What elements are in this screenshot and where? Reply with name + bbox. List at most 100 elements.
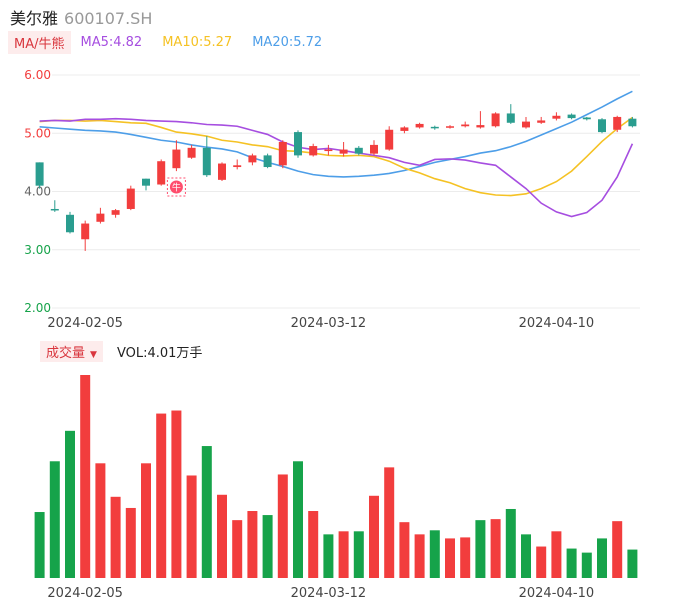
volume-bar	[521, 534, 531, 578]
candle-body	[567, 114, 576, 119]
volume-bar	[581, 552, 592, 578]
volume-bar	[505, 508, 516, 578]
ma-legend: MA/牛熊 MA5:4.82 MA10:5.27 MA20:5.72	[8, 30, 342, 54]
ma10-line	[39, 116, 633, 197]
volume-bar	[460, 537, 471, 578]
candle	[370, 140, 378, 156]
candle	[35, 162, 44, 189]
candle	[96, 207, 105, 224]
candle	[552, 112, 561, 121]
date-tick-label: 2024-02-05	[47, 316, 123, 331]
candle	[142, 178, 150, 191]
volume-bar	[34, 512, 45, 578]
volume-date-tick-label: 2024-04-10	[519, 586, 595, 601]
volume-bar	[49, 461, 60, 578]
volume-bar	[232, 520, 243, 578]
candle	[613, 115, 622, 133]
volume-bar	[566, 548, 577, 578]
candle	[506, 104, 515, 124]
caret-down-icon: ▼	[90, 349, 97, 360]
candle	[476, 111, 485, 129]
candle-body	[172, 149, 181, 169]
candle	[385, 126, 394, 151]
ma10-label: MA10:5.27	[162, 34, 233, 50]
candle	[81, 220, 90, 251]
candle-body	[582, 117, 591, 120]
volume-bar	[627, 549, 638, 578]
volume-bar	[536, 546, 547, 578]
candle	[294, 130, 302, 158]
candle	[491, 112, 500, 128]
candle	[187, 144, 196, 159]
candle-body	[50, 208, 59, 211]
ma-indicator-tab[interactable]: MA/牛熊	[8, 30, 71, 54]
candle	[582, 116, 591, 121]
candle-body	[628, 118, 637, 127]
volume-bar	[551, 531, 562, 578]
volume-bar	[156, 413, 167, 578]
stock-name: 美尔雅	[10, 9, 59, 28]
candle-body	[491, 113, 500, 127]
candle	[309, 143, 318, 157]
volume-date-tick-label: 2024-02-05	[47, 586, 123, 601]
price-tick-label: 4.00	[24, 185, 51, 199]
candle	[263, 153, 272, 169]
ma5-line	[39, 117, 634, 218]
volume-bar	[414, 534, 425, 578]
volume-bar	[293, 461, 303, 578]
volume-indicator-tab[interactable]: 成交量 ▼	[40, 340, 103, 362]
volume-bar	[262, 515, 273, 578]
volume-bar	[80, 375, 91, 578]
candle-body	[354, 147, 363, 154]
candle	[400, 126, 409, 134]
volume-bar	[125, 507, 136, 578]
volume-date-tick-label: 2024-03-12	[291, 586, 367, 601]
candle	[278, 140, 287, 169]
candle-body	[598, 119, 606, 133]
ma5-label: MA5:4.82	[80, 34, 143, 50]
candle-body	[324, 149, 333, 152]
candle-body	[506, 113, 515, 123]
volume-bar	[217, 494, 227, 578]
candle-body	[278, 141, 287, 166]
stock-title: 美尔雅 600107.SH	[10, 5, 152, 29]
volume-tab-label: 成交量	[46, 345, 86, 361]
volume-bar	[201, 446, 212, 578]
volume-legend: 成交量 ▼ VOL:4.01万手	[40, 340, 203, 362]
volume-bar	[186, 475, 197, 578]
bull-badge-frame	[166, 177, 186, 197]
candle-body	[218, 163, 226, 180]
candle-body	[613, 116, 622, 130]
candle	[339, 141, 348, 157]
candle-body	[81, 223, 90, 240]
volume-value: VOL:4.01万手	[116, 345, 203, 361]
candle-body	[400, 127, 409, 131]
volume-bar	[323, 534, 334, 578]
candle-body	[142, 178, 150, 186]
candle-body	[476, 125, 485, 128]
candle-body	[66, 214, 74, 233]
price-tick-label: 2.00	[24, 301, 51, 315]
candle-body	[339, 149, 348, 154]
volume-bar	[384, 467, 395, 578]
candle	[354, 146, 363, 156]
candle	[233, 159, 242, 170]
candle	[415, 122, 424, 129]
candle	[248, 153, 257, 166]
volume-bar	[612, 521, 623, 578]
candle-body	[552, 115, 561, 119]
candle	[430, 125, 439, 130]
candle	[111, 208, 120, 218]
candle-body	[233, 165, 242, 168]
candle-body	[522, 121, 530, 128]
candle	[522, 116, 530, 129]
volume-bar	[369, 495, 379, 578]
price-tick-label: 3.00	[24, 243, 51, 257]
candle-body	[461, 124, 470, 127]
volume-bar	[171, 410, 182, 578]
volume-bar	[399, 522, 410, 578]
volume-bar	[65, 430, 75, 578]
candle	[567, 113, 576, 120]
price-tick-label: 6.00	[24, 68, 51, 82]
